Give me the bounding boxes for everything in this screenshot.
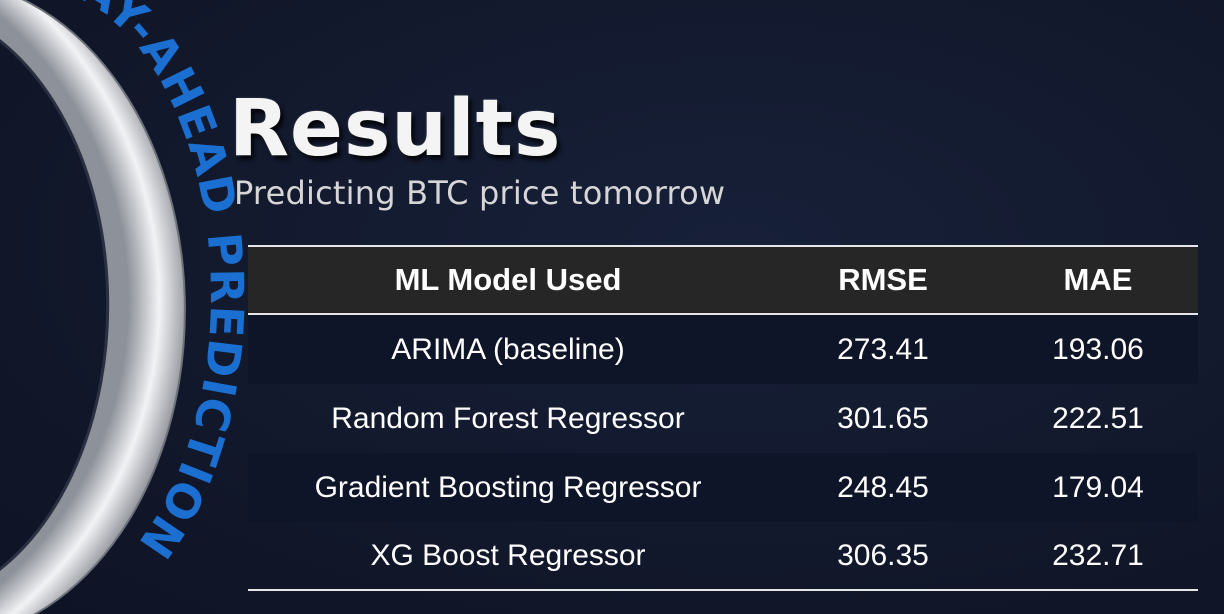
cell-mae: 179.04 bbox=[1052, 470, 1144, 504]
cell-rmse: 248.45 bbox=[837, 470, 929, 504]
cell-model: Random Forest Regressor bbox=[331, 401, 685, 435]
cell-rmse: 273.41 bbox=[837, 332, 929, 366]
cell-mae: 232.71 bbox=[1052, 538, 1144, 572]
table-row: ARIMA (baseline) 273.41 193.06 bbox=[248, 315, 1198, 384]
slide-title: Results bbox=[229, 84, 562, 174]
day-ahead-arc-banner: DAY-AHEAD PREDICTION bbox=[0, 0, 260, 614]
table-header-row: ML Model Used RMSE MAE bbox=[248, 245, 1198, 315]
header-model: ML Model Used bbox=[394, 262, 622, 297]
table-row: XG Boost Regressor 306.35 232.71 bbox=[248, 522, 1198, 591]
cell-model: ARIMA (baseline) bbox=[391, 332, 625, 366]
results-table: ML Model Used RMSE MAE ARIMA (baseline) … bbox=[248, 245, 1198, 591]
arc-banner-graphic: DAY-AHEAD PREDICTION bbox=[0, 0, 253, 614]
header-mae: MAE bbox=[1063, 262, 1133, 297]
arc-ring bbox=[0, 0, 185, 614]
cell-model: XG Boost Regressor bbox=[370, 538, 646, 572]
slide-subtitle: Predicting BTC price tomorrow bbox=[234, 174, 726, 212]
cell-rmse: 306.35 bbox=[837, 538, 929, 572]
cell-model: Gradient Boosting Regressor bbox=[314, 470, 702, 504]
cell-rmse: 301.65 bbox=[837, 401, 929, 435]
cell-mae: 222.51 bbox=[1052, 401, 1144, 435]
table-row: Gradient Boosting Regressor 248.45 179.0… bbox=[248, 453, 1198, 522]
header-rmse: RMSE bbox=[838, 262, 928, 297]
table-row: Random Forest Regressor 301.65 222.51 bbox=[248, 384, 1198, 453]
cell-mae: 193.06 bbox=[1052, 332, 1144, 366]
